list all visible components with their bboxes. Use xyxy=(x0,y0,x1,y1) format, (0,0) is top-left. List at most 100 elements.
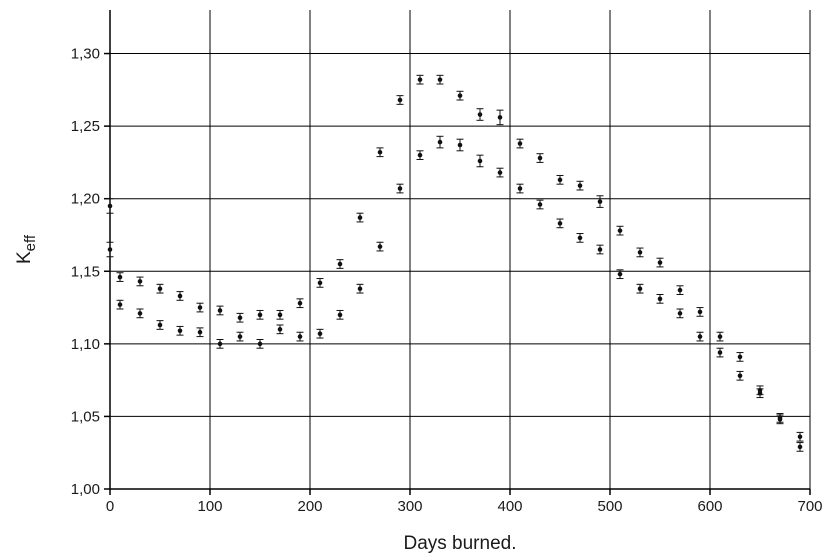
data-point xyxy=(456,138,464,152)
data-point xyxy=(196,327,204,338)
data-point xyxy=(616,225,624,236)
data-point xyxy=(636,283,644,294)
point-marker xyxy=(557,221,563,226)
point-marker xyxy=(377,244,383,249)
data-point xyxy=(716,331,724,342)
data-point xyxy=(316,328,324,339)
data-point xyxy=(516,183,524,194)
x-tick-label: 100 xyxy=(197,498,222,515)
point-marker xyxy=(397,186,403,191)
point-marker xyxy=(737,373,743,379)
y-axis-title: Keff xyxy=(14,234,39,264)
data-point xyxy=(396,183,404,194)
point-marker xyxy=(537,155,543,161)
data-point xyxy=(196,302,204,313)
data-point xyxy=(536,199,544,210)
point-marker xyxy=(377,149,383,155)
data-point xyxy=(596,195,604,208)
point-marker xyxy=(417,152,423,158)
point-marker xyxy=(217,341,223,347)
data-point xyxy=(436,135,444,149)
point-marker xyxy=(437,139,443,145)
point-marker xyxy=(617,271,623,277)
data-point xyxy=(576,233,584,243)
data-point xyxy=(236,312,244,323)
point-marker xyxy=(737,354,743,360)
point-marker xyxy=(257,341,263,347)
x-tick-label: 400 xyxy=(497,498,522,515)
point-marker xyxy=(357,286,363,291)
y-tick-labels: 1,00 1,05 1,10 1,15 1,20 1,25 1,30 xyxy=(71,46,100,498)
data-point xyxy=(796,431,804,442)
y-tick-label: 1,20 xyxy=(71,191,100,208)
data-point xyxy=(556,218,564,229)
x-tick-label: 500 xyxy=(597,498,622,515)
point-marker xyxy=(757,390,763,396)
point-marker xyxy=(597,247,603,252)
data-point xyxy=(116,272,124,282)
x-tick-label: 600 xyxy=(697,498,722,515)
point-marker xyxy=(317,331,323,336)
point-marker xyxy=(597,199,603,204)
point-marker xyxy=(797,434,803,440)
data-point xyxy=(776,414,784,425)
point-marker xyxy=(237,315,243,321)
point-marker xyxy=(117,302,123,307)
y-axis-title-subscript: eff xyxy=(22,234,39,251)
data-point xyxy=(136,276,144,287)
data-point xyxy=(496,109,504,126)
x-tick-labels: 0 100 200 300 400 500 600 700 xyxy=(106,498,823,515)
point-marker xyxy=(297,300,303,306)
point-marker xyxy=(217,308,223,313)
data-point xyxy=(516,138,524,149)
point-marker xyxy=(497,170,503,175)
data-point xyxy=(156,320,164,330)
data-point xyxy=(336,309,344,320)
data-point xyxy=(696,331,704,342)
data-point xyxy=(116,299,124,310)
data-point xyxy=(376,147,384,158)
data-point xyxy=(656,293,664,304)
data-point xyxy=(576,180,584,191)
data-point xyxy=(696,307,704,317)
grid-lines xyxy=(110,10,811,489)
data-point xyxy=(296,331,304,342)
x-tick-label: 700 xyxy=(797,498,822,515)
y-tick-label: 1,25 xyxy=(71,118,100,135)
point-marker xyxy=(277,312,283,318)
point-marker xyxy=(437,77,443,82)
point-marker xyxy=(577,235,583,241)
point-marker xyxy=(337,312,343,318)
y-tick-label: 1,15 xyxy=(71,263,100,280)
data-series xyxy=(106,74,804,452)
data-point xyxy=(136,308,144,319)
point-marker xyxy=(677,287,683,293)
data-point xyxy=(106,241,114,258)
point-marker xyxy=(697,334,703,339)
data-point xyxy=(156,283,164,294)
point-marker xyxy=(677,311,683,316)
x-tick-label: 0 xyxy=(106,498,114,515)
point-marker xyxy=(157,286,163,291)
data-point xyxy=(676,308,684,319)
point-marker xyxy=(657,296,663,302)
y-tick-label: 1,10 xyxy=(71,336,100,353)
data-point xyxy=(216,338,224,349)
data-point xyxy=(236,331,244,342)
point-marker xyxy=(477,158,483,164)
point-marker xyxy=(477,112,483,117)
point-marker xyxy=(577,183,583,188)
data-point xyxy=(476,108,484,121)
x-axis-title: Days burned. xyxy=(403,533,516,554)
point-marker xyxy=(297,334,303,339)
point-marker xyxy=(457,142,463,148)
data-point xyxy=(176,291,184,301)
data-point xyxy=(276,324,284,335)
data-point xyxy=(716,347,724,358)
data-point xyxy=(216,305,224,316)
data-point xyxy=(316,278,324,288)
data-point xyxy=(636,247,644,258)
point-marker xyxy=(517,186,523,191)
data-point xyxy=(596,244,604,255)
point-marker xyxy=(497,115,503,120)
